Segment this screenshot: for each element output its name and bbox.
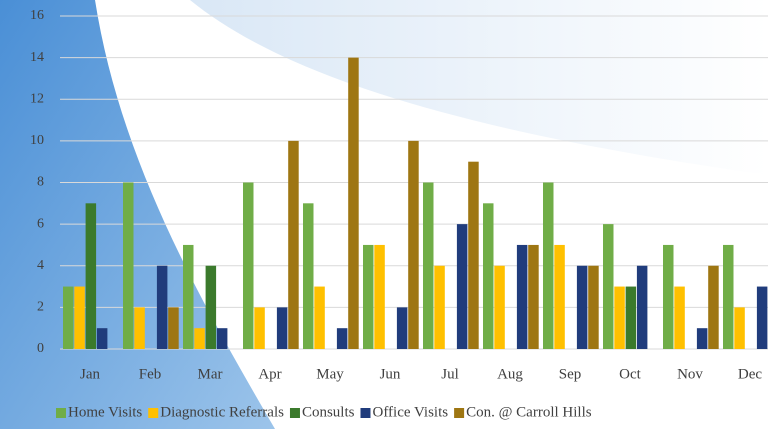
x-tick-label: Oct xyxy=(619,366,641,382)
bar xyxy=(183,244,194,349)
bar xyxy=(85,203,97,349)
x-tick-label: Feb xyxy=(139,366,162,382)
bar xyxy=(194,328,205,349)
bar xyxy=(134,307,145,349)
bar xyxy=(336,328,348,349)
bar xyxy=(468,161,479,349)
legend-swatch xyxy=(289,408,300,418)
bar xyxy=(303,203,314,349)
x-tick-label: Nov xyxy=(677,366,703,382)
x-tick-label: Jan xyxy=(80,366,100,382)
bar xyxy=(216,328,228,349)
bar xyxy=(63,286,74,349)
bar xyxy=(483,203,494,349)
bar xyxy=(756,286,768,349)
legend-label: Office Visits xyxy=(372,404,448,420)
bar xyxy=(554,244,565,349)
x-tick-label: Aug xyxy=(497,366,523,382)
bar xyxy=(528,244,539,349)
bar xyxy=(74,286,85,349)
y-tick-label: 6 xyxy=(37,216,44,231)
bar xyxy=(123,182,134,349)
bar xyxy=(348,57,359,349)
bar xyxy=(603,224,614,349)
bar xyxy=(168,307,179,349)
y-tick-label: 8 xyxy=(37,175,44,190)
bar xyxy=(156,265,168,349)
bar xyxy=(636,265,648,349)
bar xyxy=(614,286,625,349)
bar xyxy=(288,140,299,349)
y-tick-label: 14 xyxy=(30,50,44,65)
bar xyxy=(674,286,685,349)
y-tick-label: 12 xyxy=(30,91,44,106)
bar xyxy=(734,307,745,349)
bar xyxy=(408,140,419,349)
bar xyxy=(494,265,505,349)
bar xyxy=(588,265,599,349)
bar xyxy=(625,286,637,349)
y-tick-label: 16 xyxy=(30,8,44,23)
bar xyxy=(543,182,554,349)
bar xyxy=(516,244,528,349)
bar xyxy=(663,244,674,349)
bar xyxy=(205,265,217,349)
x-tick-label: Dec xyxy=(738,366,762,382)
x-tick-label: Jun xyxy=(380,366,401,382)
x-tick-label: Apr xyxy=(258,366,281,382)
bar xyxy=(276,307,288,349)
x-tick-label: Jul xyxy=(441,366,459,382)
bar xyxy=(696,328,708,349)
legend-label: Diagnostic Referrals xyxy=(160,404,284,420)
bar xyxy=(374,244,385,349)
bar xyxy=(243,182,254,349)
bar xyxy=(456,224,468,349)
legend-swatch xyxy=(454,408,465,418)
bar xyxy=(363,244,374,349)
legend-swatch xyxy=(56,408,66,418)
bar xyxy=(314,286,325,349)
y-tick-label: 0 xyxy=(37,341,44,356)
bar xyxy=(254,307,265,349)
bar xyxy=(576,265,588,349)
legend-swatch xyxy=(148,408,159,418)
bar xyxy=(396,307,408,349)
bar xyxy=(96,328,108,349)
y-tick-label: 10 xyxy=(30,133,44,148)
legend-swatch xyxy=(360,408,371,418)
x-tick-label: Mar xyxy=(198,366,223,382)
bar xyxy=(708,265,719,349)
y-tick-label: 2 xyxy=(37,300,44,315)
legend-label: Home Visits xyxy=(68,404,142,420)
y-tick-label: 4 xyxy=(37,258,44,273)
legend-label: Consults xyxy=(302,404,355,420)
bar xyxy=(423,182,434,349)
x-tick-label: Sep xyxy=(559,366,582,382)
bar xyxy=(434,265,445,349)
bar xyxy=(723,244,734,349)
x-tick-label: May xyxy=(316,366,344,382)
legend-label: Con. @ Carroll Hills xyxy=(466,404,592,420)
background-swoosh xyxy=(190,0,768,175)
